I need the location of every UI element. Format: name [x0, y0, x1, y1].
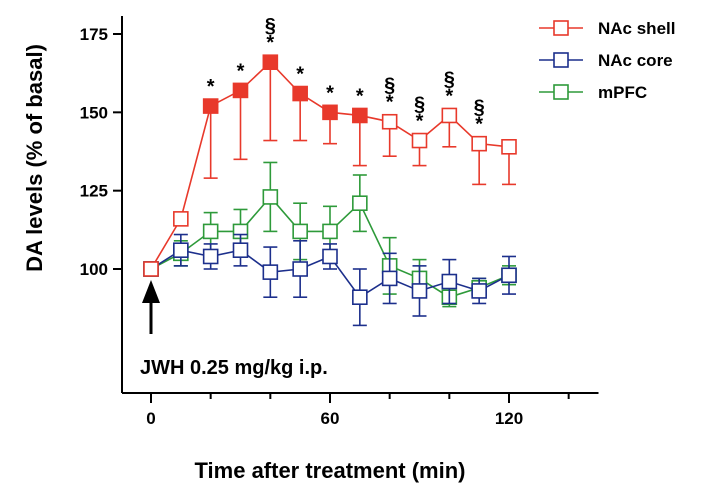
data-point [322, 104, 338, 121]
legend-item: NAc core [539, 51, 673, 70]
significance-star: * [386, 92, 394, 114]
x-tick-label: 60 [321, 409, 340, 428]
data-point [471, 135, 487, 152]
data-point [352, 107, 368, 124]
significance-section: § [444, 68, 455, 90]
data-point [202, 248, 219, 265]
data-point [292, 85, 308, 102]
data-point [292, 261, 308, 277]
legend-label: NAc shell [598, 19, 675, 38]
legend-label: NAc core [598, 51, 673, 70]
y-tick-label: 150 [80, 103, 108, 122]
significance-section: § [474, 97, 485, 119]
significance-star: * [207, 76, 215, 98]
data-point [173, 211, 189, 227]
data-point [471, 283, 487, 299]
y-tick-label: 175 [80, 25, 108, 44]
legend-label: mPFC [598, 83, 647, 102]
significance-star: * [475, 114, 483, 136]
legend-item: NAc shell [539, 19, 675, 38]
x-axis-title: Time after treatment (min) [195, 458, 466, 483]
series-nac-core [143, 233, 517, 327]
significance-star: * [296, 64, 304, 86]
legend-marker [553, 20, 569, 36]
data-point [501, 139, 517, 155]
significance-star: * [416, 111, 424, 133]
significance-section: § [265, 15, 276, 37]
significance-star: * [266, 32, 274, 54]
x-tick-label: 0 [146, 409, 155, 428]
series-layer: ***§** * *§*§ *§*§ [143, 15, 517, 327]
data-point [173, 242, 189, 258]
significance-star: * [445, 85, 453, 107]
data-point [262, 189, 279, 205]
data-point [441, 107, 458, 124]
data-point [202, 223, 219, 240]
data-point [352, 195, 368, 211]
significance-section: § [384, 75, 395, 97]
legend: NAc shell NAc core mPFC [539, 19, 675, 102]
legend-marker [553, 84, 569, 100]
y-tick-label: 100 [80, 260, 108, 279]
data-point [411, 283, 428, 299]
data-point [381, 113, 398, 130]
significance-section: § [414, 94, 425, 116]
data-point [202, 98, 219, 114]
significance-star: * [326, 82, 334, 104]
x-tick-label: 120 [495, 409, 523, 428]
data-point [322, 248, 338, 265]
data-point [262, 264, 279, 280]
legend-marker [553, 52, 569, 68]
treatment-annotation: JWH 0.25 mg/kg i.p. [140, 357, 328, 379]
data-point [143, 261, 159, 277]
significance-star: * [356, 85, 364, 107]
y-tick-label: 125 [80, 182, 108, 201]
data-point [501, 267, 517, 284]
significance-star: * [237, 60, 245, 82]
y-axis-title: DA levels (% of basal) [22, 44, 47, 272]
data-point [292, 223, 308, 240]
data-point [352, 289, 368, 306]
legend-item: mPFC [539, 83, 647, 102]
data-point [441, 273, 458, 290]
data-point [411, 132, 428, 149]
axes: 0 60 120 100 125 150 175 [80, 16, 599, 428]
data-point [322, 223, 338, 240]
data-point [381, 270, 398, 287]
series-nac-shell: ***§** * *§*§ *§*§ [143, 15, 517, 277]
data-point [232, 82, 249, 99]
treatment-arrow-head [142, 280, 160, 303]
data-point [262, 54, 279, 71]
data-point [232, 242, 249, 258]
